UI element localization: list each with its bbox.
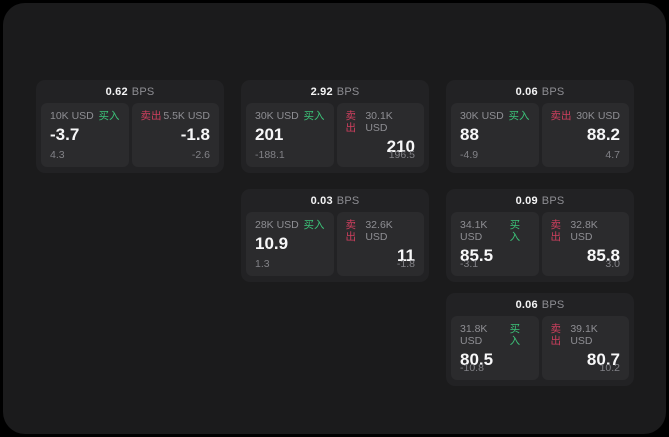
bps-unit-label: BPS <box>541 194 565 207</box>
buy-delta: -188.1 <box>255 149 285 161</box>
bps-spread-header: 0.06 BPS <box>446 293 634 316</box>
buy-quote-tile[interactable]: 30K USD 买入 201 -188.1 <box>246 103 334 167</box>
sell-quote-tile[interactable]: 卖出 30.1K USD 210 196.5 <box>336 103 424 167</box>
buy-delta: 1.3 <box>255 258 270 270</box>
sell-delta: -2.6 <box>191 149 210 161</box>
sell-amount: 32.6K USD <box>365 219 393 243</box>
bps-unit-label: BPS <box>131 85 155 98</box>
sell-quote-tile[interactable]: 卖出 5.5K USD -1.8 -2.6 <box>131 103 219 167</box>
bps-unit-label: BPS <box>336 194 360 207</box>
buy-quote-tile[interactable]: 30K USD 买入 88 -4.9 <box>451 103 539 167</box>
sell-price: 88.2 <box>586 125 620 144</box>
buy-quote-tile[interactable]: 31.8K USD 买入 80.5 -10.8 <box>451 316 539 380</box>
quote-panels: 30K USD 买入 88 -4.9 卖出 30K USD 88.2 4.7 <box>446 103 634 167</box>
sell-price: -1.8 <box>180 125 210 144</box>
bps-value: 2.92 <box>310 85 333 98</box>
buy-quote-tile[interactable]: 10K USD 买入 -3.7 4.3 <box>41 103 129 167</box>
sell-amount: 30K USD <box>576 110 620 122</box>
sell-side-label: 卖出 <box>550 323 562 347</box>
sell-quote-tile[interactable]: 卖出 30K USD 88.2 4.7 <box>541 103 629 167</box>
bps-spread-header: 0.06 BPS <box>446 80 634 103</box>
buy-amount: 31.8K USD <box>460 323 488 347</box>
bps-unit-label: BPS <box>336 85 360 98</box>
sell-amount: 39.1K USD <box>570 323 598 347</box>
sell-amount: 30.1K USD <box>365 110 393 134</box>
sell-quote-tile[interactable]: 卖出 39.1K USD 80.7 10.2 <box>541 316 629 380</box>
buy-price: 80.5 <box>460 350 494 369</box>
buy-amount: 28K USD <box>255 219 299 231</box>
quote-panels: 10K USD 买入 -3.7 4.3 卖出 5.5K USD -1.8 -2.… <box>36 103 224 167</box>
bps-spread-header: 0.03 BPS <box>241 189 429 212</box>
sell-price: 80.7 <box>586 350 620 369</box>
buy-amount: 30K USD <box>460 110 504 122</box>
buy-amount: 34.1K USD <box>460 219 488 243</box>
quote-panels: 31.8K USD 买入 80.5 -10.8 卖出 39.1K USD 80.… <box>446 316 634 380</box>
bps-value: 0.06 <box>515 85 538 98</box>
sell-price: 11 <box>397 246 415 265</box>
buy-quote-tile[interactable]: 34.1K USD 买入 85.5 -3.1 <box>451 212 539 276</box>
sell-price: 85.8 <box>586 246 620 265</box>
sell-delta: 196.5 <box>388 149 415 161</box>
sell-side-label: 卖出 <box>345 110 357 134</box>
buy-delta: -4.9 <box>460 149 479 161</box>
sell-side-label: 卖出 <box>140 110 162 122</box>
bps-unit-label: BPS <box>541 85 565 98</box>
buy-price: 85.5 <box>460 246 494 265</box>
bps-spread-header: 0.09 BPS <box>446 189 634 212</box>
buy-side-label: 买入 <box>303 110 325 122</box>
bps-value: 0.62 <box>105 85 128 98</box>
sell-side-label: 卖出 <box>345 219 357 243</box>
quote-card-1: 0.62 BPS 10K USD 买入 -3.7 4.3 卖出 5.5K USD… <box>36 80 224 173</box>
sell-price: 210 <box>386 137 415 156</box>
buy-amount: 30K USD <box>255 110 299 122</box>
buy-delta: -10.8 <box>460 362 484 374</box>
sell-delta: -1.8 <box>396 258 415 270</box>
sell-amount: 32.8K USD <box>570 219 598 243</box>
bps-spread-header: 2.92 BPS <box>241 80 429 103</box>
buy-quote-tile[interactable]: 28K USD 买入 10.9 1.3 <box>246 212 334 276</box>
quote-card-5: 0.09 BPS 34.1K USD 买入 85.5 -3.1 卖出 32.8K… <box>446 189 634 282</box>
quote-panels: 34.1K USD 买入 85.5 -3.1 卖出 32.8K USD 85.8… <box>446 212 634 276</box>
sell-delta: 4.7 <box>605 149 620 161</box>
quote-card-3: 0.06 BPS 30K USD 买入 88 -4.9 卖出 30K USD 8… <box>446 80 634 173</box>
bps-value: 0.09 <box>515 194 538 207</box>
quote-panels: 30K USD 买入 201 -188.1 卖出 30.1K USD 210 1… <box>241 103 429 167</box>
buy-side-label: 买入 <box>509 323 521 347</box>
quote-card-4: 0.03 BPS 28K USD 买入 10.9 1.3 卖出 32.6K US… <box>241 189 429 282</box>
buy-delta: -3.1 <box>460 258 479 270</box>
quote-card-6: 0.06 BPS 31.8K USD 买入 80.5 -10.8 卖出 39.1… <box>446 293 634 386</box>
sell-delta: 3.0 <box>605 258 620 270</box>
quote-panels: 28K USD 买入 10.9 1.3 卖出 32.6K USD 11 -1.8 <box>241 212 429 276</box>
buy-price: 201 <box>255 125 284 144</box>
quote-card-2: 2.92 BPS 30K USD 买入 201 -188.1 卖出 30.1K … <box>241 80 429 173</box>
sell-delta: 10.2 <box>599 362 620 374</box>
bps-unit-label: BPS <box>541 298 565 311</box>
bps-spread-header: 0.62 BPS <box>36 80 224 103</box>
buy-amount: 10K USD <box>50 110 94 122</box>
buy-price: 88 <box>460 125 479 144</box>
buy-side-label: 买入 <box>303 219 325 231</box>
buy-delta: 4.3 <box>50 149 65 161</box>
buy-side-label: 买入 <box>509 219 521 243</box>
buy-price: -3.7 <box>50 125 80 144</box>
buy-price: 10.9 <box>255 234 289 253</box>
buy-side-label: 买入 <box>98 110 120 122</box>
sell-side-label: 卖出 <box>550 219 562 243</box>
bps-value: 0.03 <box>310 194 333 207</box>
bps-value: 0.06 <box>515 298 538 311</box>
buy-side-label: 买入 <box>508 110 530 122</box>
sell-quote-tile[interactable]: 卖出 32.6K USD 11 -1.8 <box>336 212 424 276</box>
sell-quote-tile[interactable]: 卖出 32.8K USD 85.8 3.0 <box>541 212 629 276</box>
sell-side-label: 卖出 <box>550 110 572 122</box>
sell-amount: 5.5K USD <box>163 110 210 122</box>
